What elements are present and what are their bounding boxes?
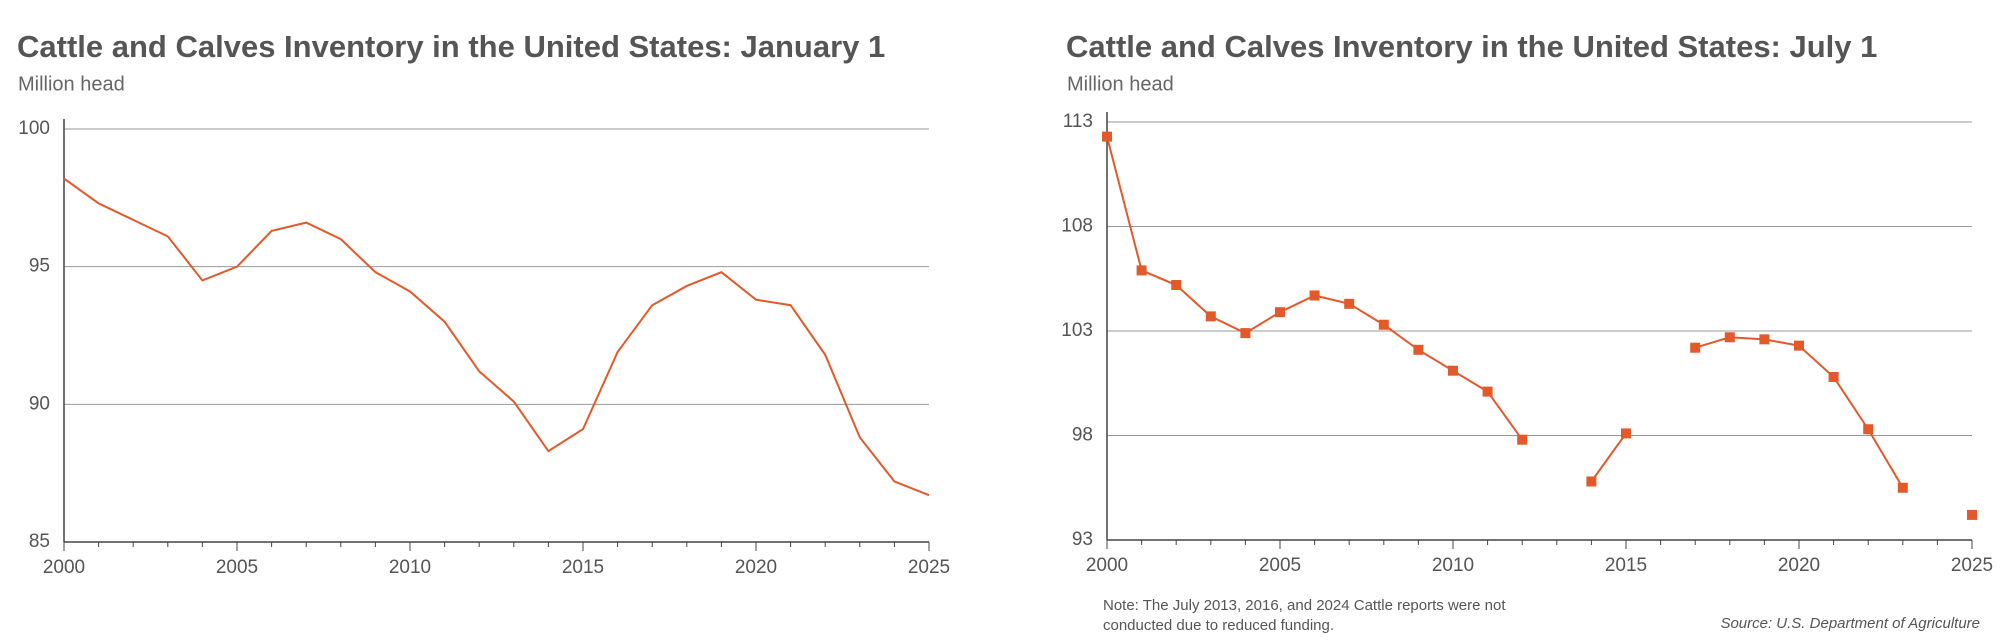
x-tick-label: 2025	[908, 557, 950, 578]
marker	[1482, 386, 1493, 397]
marker	[1413, 344, 1424, 355]
x-tick-label: 2020	[1778, 555, 1820, 576]
series-line	[1106, 136, 1524, 441]
chart-title: Cattle and Calves Inventory in the Unite…	[17, 29, 885, 64]
y-tick-label: 113	[1063, 111, 1093, 132]
marker	[1344, 298, 1355, 309]
marker	[1448, 365, 1458, 376]
y-tick-label: 98	[1072, 425, 1093, 446]
chart-subtitle: Million head	[18, 73, 125, 95]
marker	[1171, 280, 1182, 291]
marker	[1828, 371, 1839, 382]
series-line	[1694, 336, 1904, 489]
marker	[1240, 328, 1251, 339]
marker	[1517, 434, 1528, 445]
marker	[1724, 332, 1735, 343]
marker	[1863, 424, 1874, 435]
series-line	[63, 177, 930, 497]
marker	[1621, 428, 1631, 439]
marker	[1967, 509, 1977, 520]
marker	[1275, 307, 1285, 318]
marker	[1205, 311, 1216, 322]
chart-subtitle: Million head	[1067, 73, 1174, 95]
marker	[1897, 482, 1908, 493]
y-tick-label: 108	[1061, 216, 1093, 237]
x-tick-label: 2015	[562, 557, 604, 578]
marker	[1102, 131, 1112, 142]
marker	[1378, 319, 1389, 330]
marker	[1690, 342, 1701, 353]
y-tick-label: 93	[1072, 529, 1093, 550]
y-tick-label: 103	[1061, 320, 1093, 341]
x-tick-label: 2010	[389, 557, 431, 578]
source: Source: U.S. Department of Agriculture	[1720, 615, 1980, 632]
x-tick-label: 2005	[1259, 555, 1301, 576]
x-tick-label: 2010	[1432, 555, 1474, 576]
y-tick-label: 85	[29, 531, 50, 552]
series-line	[1590, 432, 1627, 483]
marker	[1759, 334, 1770, 345]
x-tick-label: 2020	[735, 557, 777, 578]
marker	[1794, 340, 1804, 351]
x-tick-label: 2025	[1951, 555, 1993, 576]
marker	[1309, 290, 1320, 301]
note: Note: The July 2013, 2016, and 2024 Catt…	[1103, 597, 1506, 634]
x-tick-label: 2000	[1086, 555, 1128, 576]
y-tick-label: 100	[18, 118, 50, 139]
chart-title: Cattle and Calves Inventory in the Unite…	[1066, 29, 1877, 64]
marker	[1136, 265, 1147, 276]
y-tick-label: 90	[29, 393, 50, 414]
marker	[1586, 476, 1597, 487]
y-tick-label: 95	[29, 256, 50, 277]
x-tick-label: 2005	[216, 557, 258, 578]
x-tick-label: 2000	[43, 557, 85, 578]
x-tick-label: 2015	[1605, 555, 1647, 576]
